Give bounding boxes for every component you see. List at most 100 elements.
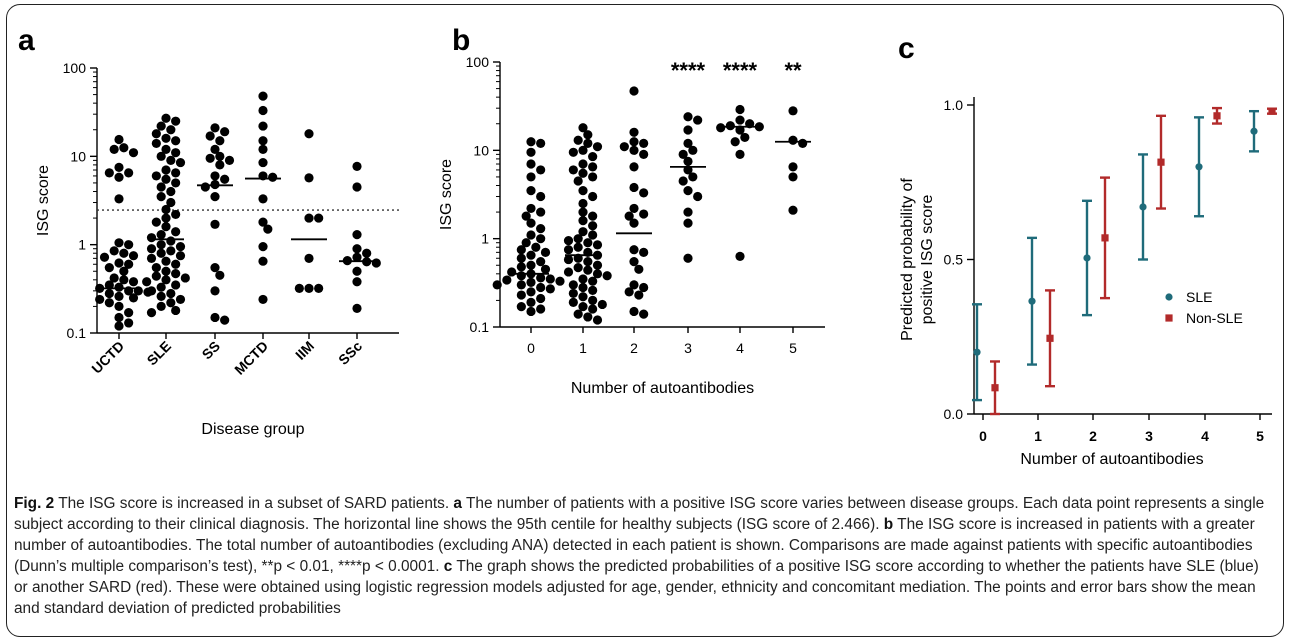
chart-b: 0.1 1 10 100 0 1 2 3 **** 4 **** 5 ** ISG score Number… [438,54,825,397]
y-tick-label: 0.1 [67,325,87,341]
data-point [258,105,268,116]
data-point [536,224,546,234]
x-tick-label: SS [199,338,224,363]
data-point [166,246,176,256]
data-point [314,213,324,223]
caption-a-text: The number of patients with a positive I… [14,495,1265,533]
data-point [740,132,750,143]
data-point [526,260,536,270]
data-point [304,129,314,139]
data-point [161,213,171,223]
data-point [583,138,593,148]
y-tick-label: 100 [63,60,87,76]
data-point [545,274,555,284]
data-point [754,122,764,132]
data-point [215,151,225,161]
data-point [683,112,693,122]
significance-label: ** [784,58,802,83]
data-point [588,151,598,162]
data-point [114,194,124,204]
data-point [104,280,114,290]
mean-point [1101,234,1109,242]
data-point [634,290,644,300]
y-tick-label: 0.0 [944,406,964,422]
data-point [563,245,574,255]
data-point [526,172,536,182]
data-point [109,246,119,256]
data-point [258,157,268,168]
data-point [639,138,649,148]
data-point [730,137,740,147]
data-point [166,125,176,135]
data-point [161,204,171,215]
data-point [210,171,220,181]
caption-b-label: b [883,516,894,533]
data-point [735,251,745,261]
data-point [258,144,268,154]
data-point [151,171,161,181]
data-point [362,248,372,258]
data-point [578,216,588,226]
data-point [205,153,215,163]
data-point [210,286,220,296]
data-point [624,287,634,297]
data-point [588,304,598,314]
data-point [175,251,186,261]
data-point [161,222,171,232]
x-tick-label: 0 [527,340,535,356]
data-point [314,283,324,293]
data-point [507,267,517,277]
data-point [629,145,639,155]
mean-point [1268,107,1276,115]
data-point [104,263,114,273]
data-point [171,259,181,269]
data-point [352,230,362,240]
mean-point [991,384,999,392]
data-point [352,277,362,287]
data-point [114,258,124,268]
data-point [516,271,526,281]
data-point [114,238,124,248]
data-point [166,186,176,197]
data-point [151,271,161,281]
data-point [788,205,798,215]
figure-frame [6,4,1284,637]
data-point [568,147,578,157]
data-point [114,162,124,172]
x-axis-title: Disease group [201,421,304,438]
data-point [634,264,644,274]
data-point [171,116,181,126]
data-point [583,130,593,140]
data-point [166,288,176,299]
y-axis-title-line: Predicted probability of [899,178,916,341]
mean-point [1157,158,1165,166]
data-point [629,127,639,137]
data-point [258,294,268,305]
data-point [540,247,551,257]
legend-label: SLE [1186,289,1212,305]
data-point [516,245,526,255]
data-point [592,142,603,152]
legend-marker-sle [1165,293,1173,301]
data-point [716,123,726,133]
data-point [573,176,583,186]
data-point [114,172,124,182]
data-point [156,151,166,161]
x-tick-label: 2 [1089,428,1097,444]
data-point [156,192,166,202]
data-point [215,270,225,280]
data-point [210,312,220,323]
y-axis-title: ISG score [438,159,455,230]
data-point [683,207,693,217]
data-point [583,265,593,275]
data-point [352,266,362,276]
data-point [526,159,536,169]
data-point [788,172,798,182]
data-point [352,244,362,254]
figure-caption: Fig. 2 The ISG score is increased in a s… [14,493,1276,619]
data-point [215,136,225,146]
panel-label-c: c [898,32,915,65]
data-point [578,123,588,133]
data-point [526,297,536,307]
